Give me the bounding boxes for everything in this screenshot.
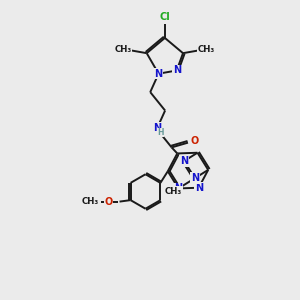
Text: CH₃: CH₃ (115, 44, 132, 53)
Text: N: N (153, 123, 161, 133)
Text: CH₃: CH₃ (165, 187, 182, 196)
Text: N: N (195, 183, 203, 193)
Text: N: N (191, 173, 199, 183)
Text: N: N (172, 65, 181, 76)
Text: CH₃: CH₃ (198, 44, 215, 53)
Text: H: H (158, 128, 164, 137)
Text: CH₃: CH₃ (82, 197, 99, 206)
Text: Cl: Cl (160, 12, 170, 22)
Text: O: O (191, 136, 199, 146)
Text: N: N (174, 183, 183, 194)
Text: N: N (154, 69, 163, 79)
Text: N: N (180, 156, 188, 166)
Text: O: O (104, 196, 113, 207)
